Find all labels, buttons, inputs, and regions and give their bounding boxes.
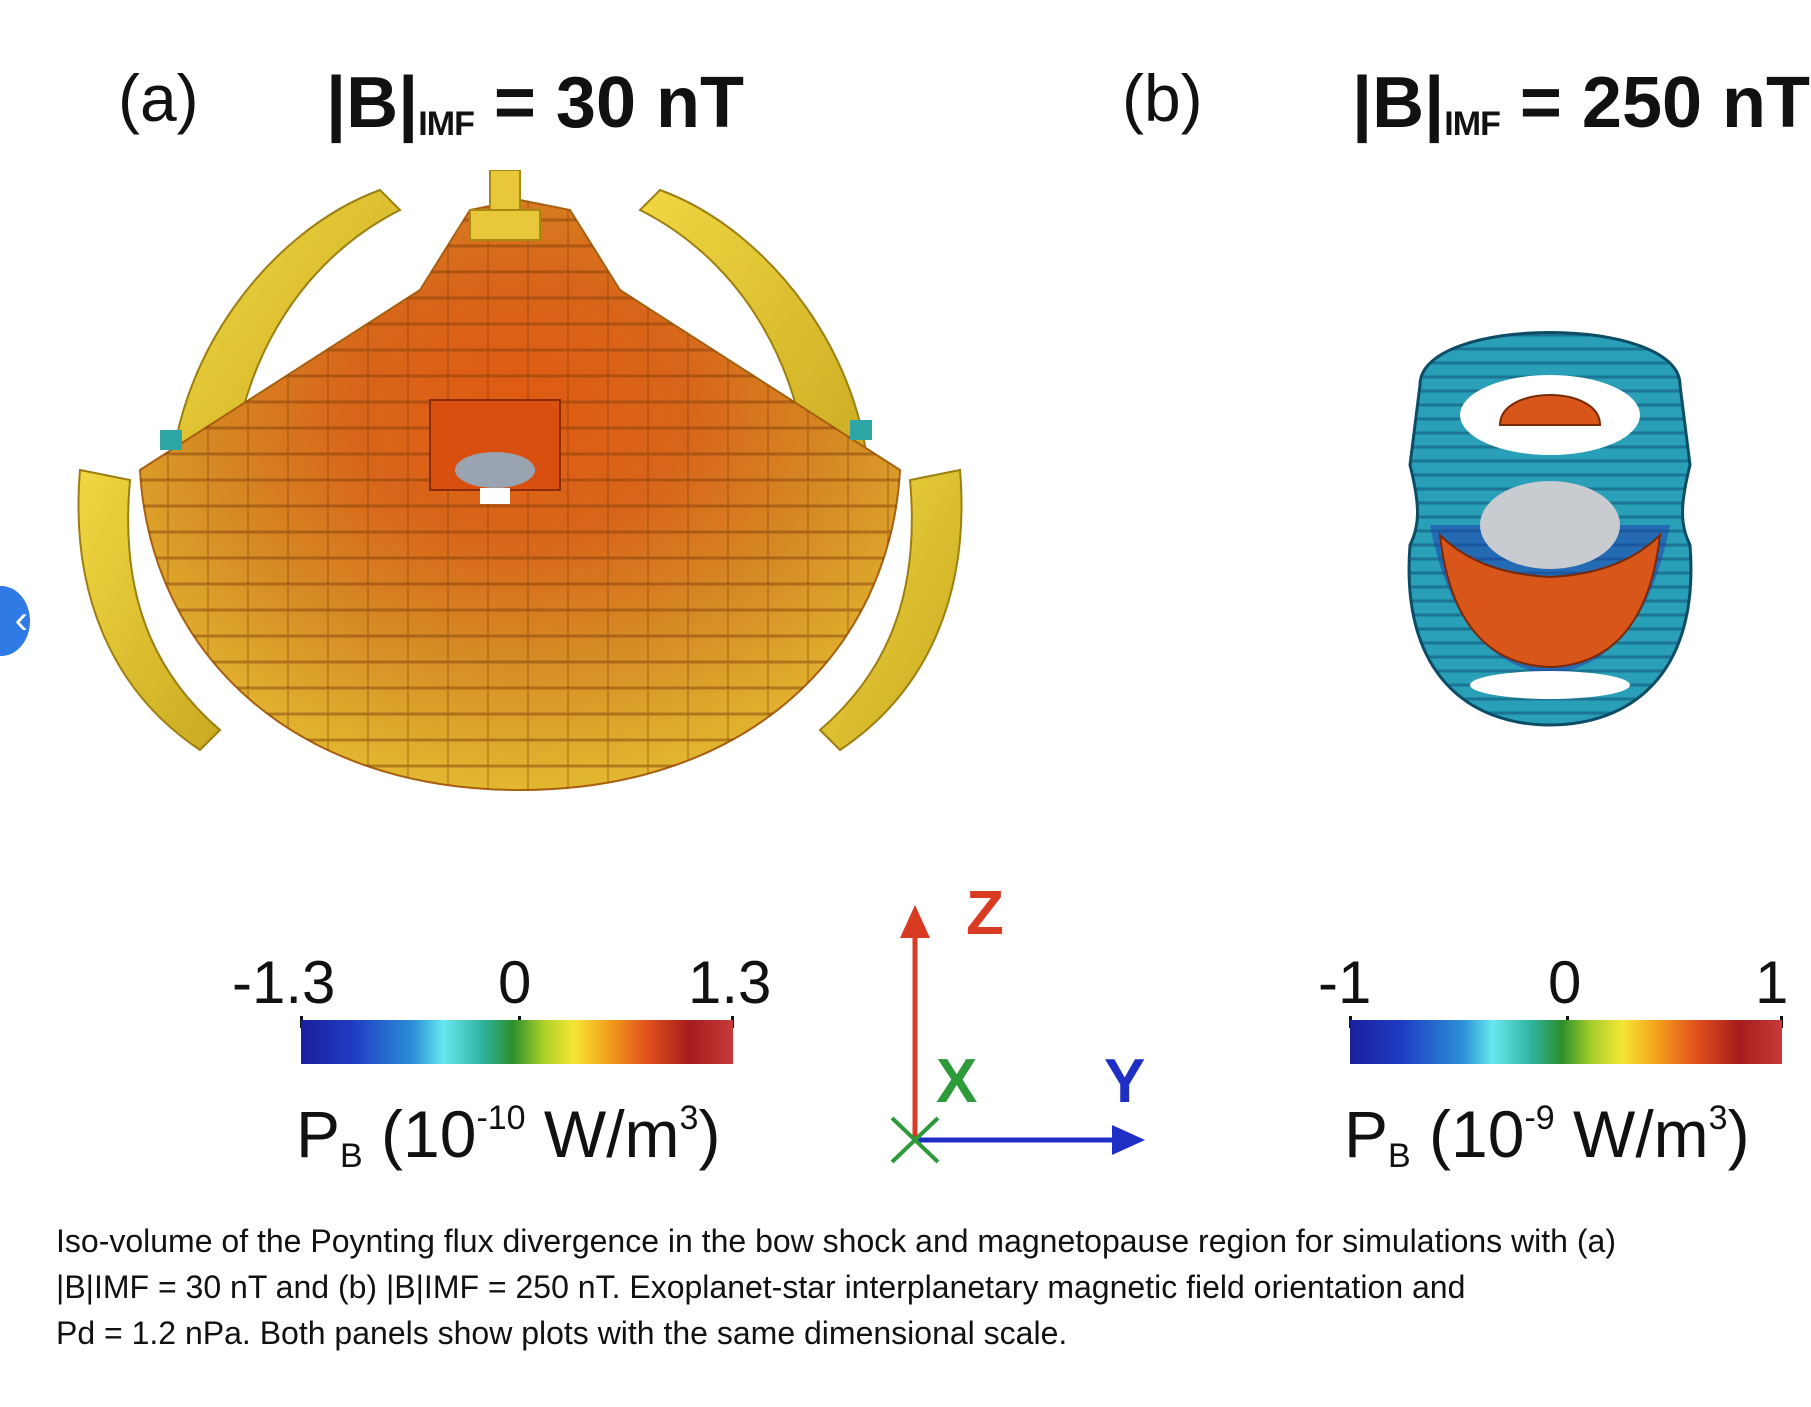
panel-a-title-sub: IMF [418,105,475,143]
panel-a-colorbar [301,1020,733,1064]
y-axis-arrowhead [1112,1125,1145,1155]
panel-a-colorbar-tick-mid: 0 [498,949,532,1016]
y-axis-label: Y [1104,1047,1146,1116]
panel-a-colorbar-label-open: (10 [362,1097,477,1171]
x-axis-marker-b [890,1116,940,1164]
panel-a-colorbar-label-unit: W/m [525,1097,680,1171]
panel-b-colorbar-label-open: (10 [1410,1097,1525,1171]
panel-a-colorbar-label-main: P [296,1097,341,1171]
caption-line-1: Iso-volume of the Poynting flux divergen… [56,1223,1616,1259]
panel-a-colorbar-label-sub: B [340,1137,363,1175]
panel-a-colorbar-label: PB (10-10 W/m3) [296,1096,720,1176]
panel-a-colorbar-tick-max: 1.3 [688,949,772,1016]
panel-a-colorbar-tick-min: -1.3 [232,949,336,1016]
panel-b-colorbar-label-unit-exp: 3 [1708,1099,1728,1137]
z-axis-arrowhead [900,905,930,938]
panel-b-colorbar-label-exp: -9 [1524,1099,1555,1137]
z-axis-label: Z [966,879,1004,948]
chevron-left-icon[interactable]: ‹ [0,586,30,656]
panel-b-colorbar-tick-mid: 0 [1548,949,1582,1016]
axis-triad [890,905,1145,1164]
panel-b-title: |B|IMF = 250 nT [1352,62,1810,144]
panel-b-title-rest: = 250 nT [1499,63,1810,143]
panel-a-colorbar-label-unit-exp: 3 [679,1099,699,1137]
caption-line-2: |B|IMF = 30 nT and (b) |B|IMF = 250 nT. … [56,1269,1466,1305]
panel-a-title-rest: = 30 nT [473,63,744,143]
figure: (a) |B|IMF = 30 nT (b) |B|IMF = 250 nT [77,61,1810,1176]
panel-b-isovolume-render [1407,331,1693,727]
panel-a-colorbar-label-close: ) [698,1097,721,1171]
panel-a-colorbar-label-exp: -10 [476,1099,526,1137]
panel-b-title-main: |B| [1352,63,1445,143]
panel-b-title-sub: IMF [1444,105,1501,143]
panel-b-colorbar-label-main: P [1344,1097,1389,1171]
panel-a-title-main: |B| [326,63,419,143]
panel-a-letter: (a) [118,61,199,135]
panel-a-isovolume-render [77,170,963,792]
panel-b-colorbar-label-unit: W/m [1554,1097,1709,1171]
panel-b-colorbar-label: PB (10-9 W/m3) [1344,1096,1750,1176]
panel-b-colorbar-label-close: ) [1727,1097,1750,1171]
panel-b-letter: (b) [1122,61,1203,135]
panel-a-title: |B|IMF = 30 nT [326,62,744,144]
figure-caption: Iso-volume of the Poynting flux divergen… [56,1218,1776,1356]
x-axis-label: X [936,1047,978,1116]
panel-b-colorbar-label-sub: B [1388,1137,1411,1175]
panel-b-colorbar [1350,1020,1782,1064]
caption-line-3: Pd = 1.2 nPa. Both panels show plots wit… [56,1315,1068,1351]
panel-b-colorbar-tick-max: 1 [1755,949,1789,1016]
panel-b-colorbar-tick-min: -1 [1318,949,1372,1016]
